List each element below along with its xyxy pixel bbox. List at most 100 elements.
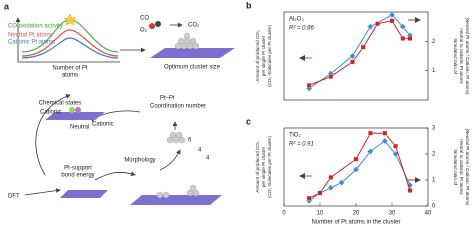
marker <box>400 36 406 41</box>
figure: a CO oxidation activity Neutral Pt atoms… <box>4 0 470 226</box>
panel-label: c <box>246 116 251 126</box>
support-slab <box>45 112 105 120</box>
number: 4 <box>206 156 210 162</box>
cluster <box>174 32 200 50</box>
atom <box>69 107 75 113</box>
marker <box>352 166 360 173</box>
y2-axis-label: Simulated ratio of <box>453 149 458 185</box>
y-axis-label: Amount of produced CO₂ <box>255 30 260 82</box>
annotation: R² = 0.86 <box>289 26 315 32</box>
support-slab <box>130 195 222 205</box>
y2-tick-label: 0 <box>432 204 436 210</box>
node-label: Chemical states <box>39 101 82 107</box>
sketch-axis <box>18 18 120 63</box>
arrow <box>24 188 61 196</box>
molecule <box>149 23 155 29</box>
plot-frame <box>283 11 429 101</box>
legend-text: Cationic Pt atoms <box>8 40 55 46</box>
arrow <box>159 149 181 171</box>
molecule-label: CO₂ <box>188 23 200 29</box>
legend-text: Neutral Pt atoms <box>8 33 53 39</box>
marker <box>393 143 398 149</box>
panel-label: a <box>4 1 10 11</box>
panel-label: b <box>246 0 252 10</box>
panel-a: a CO oxidation activity Neutral Pt atoms… <box>4 1 235 205</box>
molecule-label: O₂ <box>140 28 148 34</box>
annotation: R² = 0.91 <box>289 142 314 148</box>
node-label: Morphology <box>124 158 155 164</box>
node-label: DFT <box>8 194 20 200</box>
star <box>63 13 77 26</box>
y2-axis-label: neutral to cationic Pt atoms <box>459 28 464 84</box>
marker <box>306 195 312 201</box>
x-tick-label: 20 <box>353 211 360 217</box>
x-axis-label: Number of Pt atoms in the cluster <box>311 220 400 226</box>
node-label: bond energy <box>61 173 94 179</box>
y2-axis-label: neutral to cationic Pt atoms <box>459 139 464 195</box>
axis-label: Number of Pt <box>52 66 88 72</box>
marker <box>388 11 396 19</box>
cluster <box>166 131 186 144</box>
caption: Optimum cluster size <box>164 65 221 71</box>
x-tick-label: 40 <box>425 211 432 217</box>
y2-tick-label: 3 <box>432 126 436 132</box>
support-slab <box>60 190 108 198</box>
marker <box>353 156 359 162</box>
x-tick-label: 10 <box>317 211 324 217</box>
y2-axis-label: (Neutral Pt atoms / Cationic Pt atoms) <box>465 17 470 95</box>
number: 4 <box>198 148 202 154</box>
marker <box>382 130 388 136</box>
molecule-label: CO <box>140 16 149 22</box>
x-tick-label: 30 <box>389 211 396 217</box>
node-label: Cationic <box>92 122 114 128</box>
marker <box>317 190 323 196</box>
series-line <box>309 20 410 86</box>
marker <box>407 36 413 41</box>
y2-axis-label: (Neutral Pt atoms / Cationic Pt atoms) <box>465 128 470 206</box>
marker <box>367 23 374 30</box>
cluster <box>156 184 200 199</box>
marker <box>327 184 335 192</box>
marker <box>368 130 373 136</box>
molecule <box>155 21 161 27</box>
series-line <box>308 140 411 202</box>
legend-text: CO oxidation activity <box>8 24 63 30</box>
arrows-b <box>299 17 421 183</box>
marker <box>328 74 334 79</box>
marker <box>399 23 407 30</box>
y-axis-label: per single Pt cluster <box>261 35 266 76</box>
x-tick-label: 0 <box>282 211 286 217</box>
marker <box>350 59 355 65</box>
marker <box>306 82 312 88</box>
number: 6 <box>188 138 192 144</box>
chart-title: Al₂O₃ <box>289 17 304 23</box>
marker <box>407 188 413 193</box>
marker <box>338 179 345 186</box>
chart-title: TiO₂ <box>289 133 301 139</box>
y-axis-label: (CO₂ molecules per Pt cluster) <box>267 136 272 198</box>
node-label: Cationic <box>40 110 62 116</box>
node-label: Neutral <box>70 125 89 131</box>
y2-tick-label: 1 <box>432 178 436 184</box>
marker <box>367 148 374 155</box>
marker <box>360 44 366 50</box>
y-axis-label: (CO₂ molecules per Pt cluster) <box>267 25 272 87</box>
cationic-curve <box>21 37 119 59</box>
marker <box>381 137 389 145</box>
marker <box>328 175 334 180</box>
arrow <box>94 171 136 181</box>
y2-tick-label: 2 <box>432 39 436 45</box>
arrow <box>35 94 71 176</box>
marker <box>389 18 395 24</box>
axis-label: atoms <box>62 73 78 79</box>
node-label: Coordination number <box>150 104 206 110</box>
marker <box>349 52 356 60</box>
neutral-curve <box>21 29 119 57</box>
y-axis-label: per single Pt cluster <box>261 146 266 187</box>
marker <box>375 21 380 27</box>
y2-tick-label: 1 <box>432 68 436 74</box>
support-slab <box>150 48 235 58</box>
node-label: Pt–Pt <box>160 96 175 102</box>
y-axis-label: Amount of produced CO₂ <box>255 141 260 193</box>
node-label: Pt-support <box>64 166 92 172</box>
